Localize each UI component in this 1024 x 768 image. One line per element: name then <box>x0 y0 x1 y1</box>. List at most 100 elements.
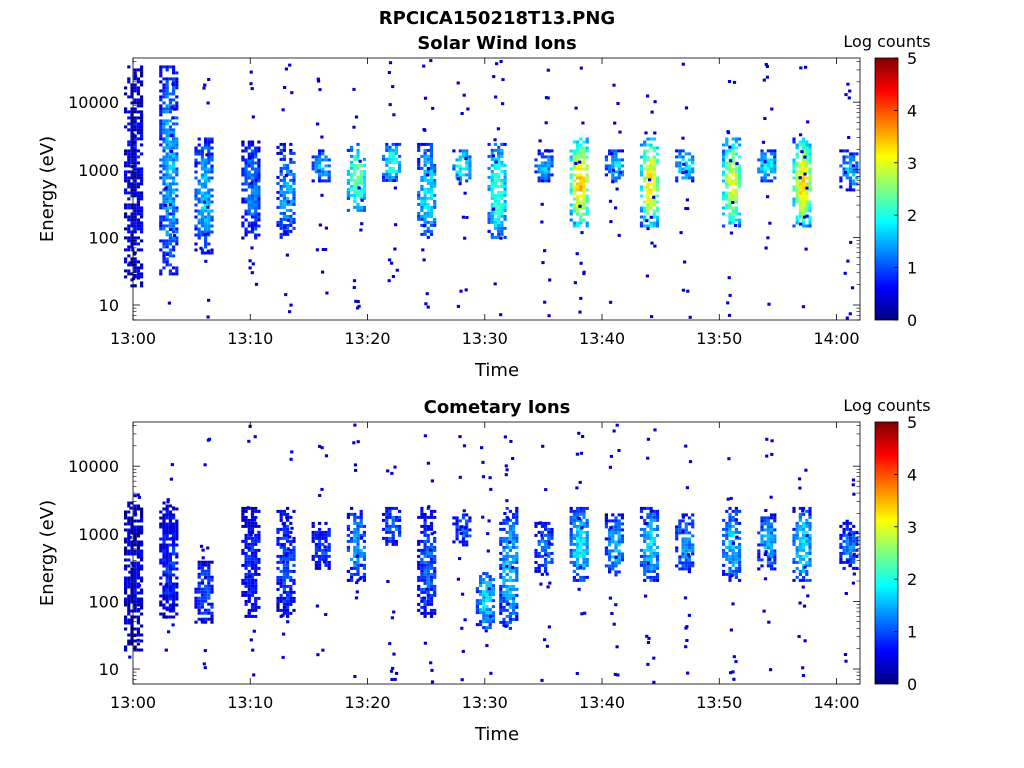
heatmap-cell <box>247 521 251 525</box>
heatmap-cell <box>540 161 544 165</box>
heatmap-cell <box>576 152 580 156</box>
heatmap-cell <box>207 590 211 594</box>
heatmap-cell <box>487 154 491 158</box>
heatmap-cell <box>725 551 729 555</box>
heatmap-cell <box>614 546 618 550</box>
heatmap-cell <box>679 231 683 235</box>
heatmap-cell <box>276 542 280 546</box>
heatmap-cell <box>493 193 498 197</box>
heatmap-cell <box>468 170 472 174</box>
heatmap-cell <box>423 172 427 176</box>
heatmap-cell <box>247 230 251 234</box>
heatmap-cell <box>257 224 261 228</box>
heatmap-cell <box>845 539 849 543</box>
heatmap-cell <box>137 584 141 587</box>
heatmap-cell <box>855 164 859 168</box>
heatmap-cell <box>731 554 735 558</box>
heatmap-cell <box>798 518 802 522</box>
heatmap-cell <box>502 617 506 621</box>
heatmap-cell <box>431 106 435 110</box>
heatmap-cell <box>391 515 395 519</box>
heatmap-cell <box>165 209 169 213</box>
heatmap-cell <box>282 524 286 528</box>
heatmap-cell <box>731 209 735 213</box>
heatmap-cell <box>165 558 169 562</box>
heatmap-cell <box>162 65 166 69</box>
heatmap-cell <box>687 564 692 568</box>
heatmap-cell <box>617 540 621 544</box>
heatmap-cell <box>124 546 128 550</box>
heatmap-cell <box>839 149 843 153</box>
heatmap-cell <box>356 521 360 525</box>
heatmap-cell <box>508 593 512 597</box>
heatmap-cell <box>578 565 582 569</box>
heatmap-cell <box>423 605 427 609</box>
heatmap-cell <box>250 167 255 171</box>
heatmap-cell <box>852 572 856 576</box>
heatmap-cell <box>320 193 324 197</box>
heatmap-cell <box>766 564 770 568</box>
heatmap-cell <box>770 534 774 538</box>
x-tick-label: 13:00 <box>110 693 156 712</box>
heatmap-cell <box>468 161 472 165</box>
heatmap-cell <box>691 561 695 565</box>
heatmap-cell <box>617 513 621 517</box>
heatmap-cell <box>731 188 735 192</box>
heatmap-cell <box>604 525 608 529</box>
heatmap-cell <box>505 599 509 603</box>
heatmap-cell <box>162 110 166 114</box>
heatmap-cell <box>322 560 327 564</box>
heatmap-cell <box>581 121 585 125</box>
heatmap-cell <box>582 557 586 561</box>
heatmap-cell <box>585 188 589 192</box>
heatmap-cell <box>433 172 437 176</box>
heatmap-cell <box>802 143 806 147</box>
heatmap-cell <box>426 572 430 576</box>
heatmap-cell <box>845 188 849 192</box>
heatmap-cell <box>847 136 851 139</box>
heatmap-cell <box>675 528 679 532</box>
heatmap-cell <box>797 477 802 481</box>
heatmap-cell <box>798 569 802 573</box>
heatmap-cell <box>136 576 140 580</box>
heatmap-cell <box>390 678 394 681</box>
heatmap-cell <box>792 167 796 171</box>
heatmap-cell <box>842 155 846 159</box>
heatmap-cell <box>505 499 509 503</box>
heatmap-cell <box>127 239 131 243</box>
heatmap-cell <box>847 96 851 100</box>
heatmap-cell <box>423 232 427 236</box>
heatmap-cell <box>316 77 320 81</box>
heatmap-cell <box>168 224 172 228</box>
heatmap-cell <box>172 104 176 108</box>
heatmap-cell <box>318 560 322 564</box>
heatmap-cell <box>350 184 354 188</box>
heatmap-cell <box>423 566 427 570</box>
heatmap-cell <box>359 193 363 197</box>
heatmap-cell <box>175 83 179 87</box>
heatmap-cell <box>848 161 853 165</box>
heatmap-cell <box>499 605 503 609</box>
heatmap-cell <box>497 154 501 158</box>
heatmap-cell <box>678 525 682 529</box>
heatmap-cell <box>133 212 137 216</box>
colorbar-gradient <box>874 421 899 685</box>
heatmap-cell <box>773 537 777 541</box>
heatmap-cell <box>283 225 287 229</box>
heatmap-cell <box>537 569 541 573</box>
heatmap-cell <box>463 618 467 622</box>
heatmap-cell <box>254 536 258 540</box>
heatmap-cell <box>136 531 140 535</box>
heatmap-cell <box>136 546 140 550</box>
heatmap-cell <box>172 98 176 102</box>
heatmap-cell <box>643 158 647 162</box>
heatmap-cell <box>385 142 389 146</box>
heatmap-cell <box>543 638 547 642</box>
heatmap-cell <box>130 272 134 276</box>
heatmap-cell <box>197 617 201 621</box>
heatmap-cell <box>678 528 682 532</box>
heatmap-cell <box>159 522 163 526</box>
heatmap-cell <box>124 591 128 595</box>
heatmap-cell <box>763 534 767 538</box>
heatmap-cell <box>845 173 849 177</box>
